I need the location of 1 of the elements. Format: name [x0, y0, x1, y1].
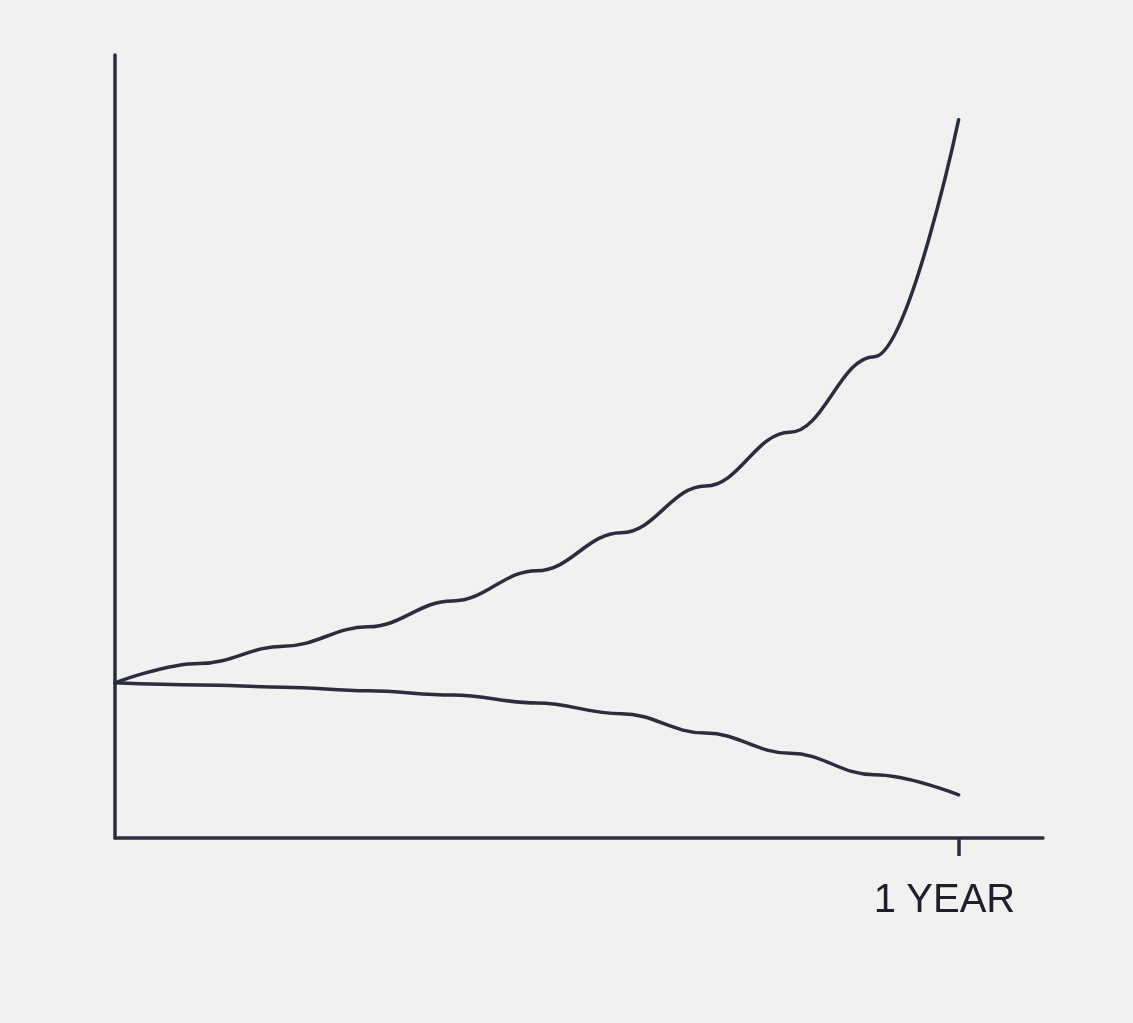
- text: 1 YEAR: [873, 876, 1016, 920]
